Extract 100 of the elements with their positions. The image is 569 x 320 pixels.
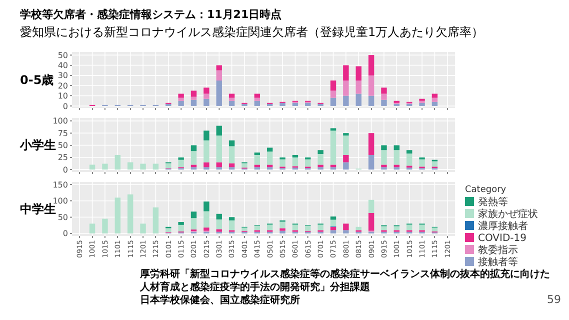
y-tick-label: 100 <box>52 116 68 126</box>
bar <box>190 167 197 170</box>
bar <box>89 164 96 170</box>
bar <box>178 222 184 225</box>
bar <box>330 80 336 91</box>
bar <box>305 102 311 106</box>
bar <box>394 150 400 165</box>
bar <box>152 207 159 234</box>
bar <box>127 162 134 170</box>
bar <box>381 145 387 150</box>
bar <box>190 90 197 97</box>
bar <box>190 96 197 100</box>
legend-title: Category <box>465 185 507 195</box>
bar <box>266 148 273 152</box>
bar <box>178 100 184 106</box>
bar <box>381 167 387 170</box>
bar <box>394 226 400 230</box>
bar <box>330 98 336 106</box>
bar <box>343 162 349 170</box>
bar <box>204 88 210 94</box>
bar <box>204 167 210 170</box>
bar <box>368 200 374 213</box>
bar <box>330 220 336 226</box>
bar <box>216 70 222 81</box>
bar <box>178 94 184 98</box>
bar <box>178 224 184 232</box>
bar <box>330 230 336 234</box>
y-tick-label: 20 <box>58 81 68 90</box>
bar <box>152 164 159 170</box>
bar <box>419 159 425 167</box>
y-tick-label: 0 <box>62 229 68 238</box>
chart-subtitle: 愛知県における新型コロナウイルス感染症関連欠席者（登録児童1万人あたり欠席率） <box>20 25 484 39</box>
bar <box>406 154 412 166</box>
legend-label: 発熱等 <box>478 196 508 208</box>
bar <box>216 136 222 162</box>
bar <box>190 145 197 152</box>
bar <box>356 80 362 94</box>
bar <box>190 151 197 165</box>
bar <box>190 100 197 106</box>
bar <box>140 164 146 170</box>
text: 厚労科研「新型コロナウイルス感染症等の感染症サーベイランス体制の抜本的拡充に向けた <box>139 268 550 280</box>
bar <box>292 224 298 230</box>
bar <box>204 130 210 140</box>
y-axis-title: 0-5歳 <box>20 73 54 88</box>
legend-label: 接触者等 <box>478 256 518 268</box>
y-tick-label: 75 <box>58 128 68 138</box>
bar <box>343 133 349 136</box>
bar <box>140 224 146 234</box>
bar <box>330 167 336 170</box>
bar <box>254 100 260 106</box>
bar <box>381 100 387 106</box>
y-tick-label: 25 <box>58 153 68 162</box>
bar <box>368 96 374 106</box>
bar <box>254 154 260 165</box>
bar <box>228 98 235 101</box>
bar <box>228 146 235 164</box>
bar <box>292 157 298 166</box>
bar <box>114 198 121 234</box>
bar <box>343 136 349 155</box>
y-tick-label: 30 <box>58 71 68 80</box>
bar <box>228 94 235 98</box>
legend-label: 教委指示 <box>478 244 518 256</box>
text: 人材育成と感染症疫学的手法の開発研究」分担課題 <box>139 281 370 293</box>
bar <box>178 157 184 160</box>
bar <box>254 226 260 230</box>
bar <box>394 167 400 170</box>
bar <box>166 163 172 168</box>
bar <box>228 100 235 106</box>
bar <box>266 224 273 230</box>
bar <box>318 224 324 230</box>
bar <box>178 98 184 101</box>
bar <box>330 130 336 165</box>
bar <box>432 102 438 106</box>
bar <box>266 167 273 170</box>
legend-label: COVID-19 <box>478 233 527 244</box>
bar <box>368 212 374 231</box>
y-tick-label: 50 <box>58 50 68 60</box>
bar <box>343 154 349 162</box>
bar <box>228 140 235 146</box>
bar <box>432 161 438 167</box>
legend-label: 家族かぜ症状 <box>478 208 538 220</box>
bar <box>102 218 108 234</box>
bar <box>216 229 222 232</box>
bar <box>216 214 222 220</box>
bar <box>228 217 235 220</box>
bar <box>432 228 438 232</box>
bar <box>419 224 425 230</box>
bar <box>216 65 222 70</box>
bar <box>432 94 438 98</box>
y-tick-label: 0 <box>62 102 68 111</box>
chart-title: 学校等欠席者・感染症情報システム：11月21日時点 <box>20 8 282 21</box>
bar <box>204 202 210 212</box>
bar <box>254 164 260 168</box>
bar <box>381 150 387 165</box>
bar <box>204 140 210 162</box>
bar <box>242 228 248 231</box>
bar <box>343 65 349 81</box>
bar <box>266 152 273 165</box>
bar <box>356 94 362 106</box>
bar <box>343 80 349 96</box>
